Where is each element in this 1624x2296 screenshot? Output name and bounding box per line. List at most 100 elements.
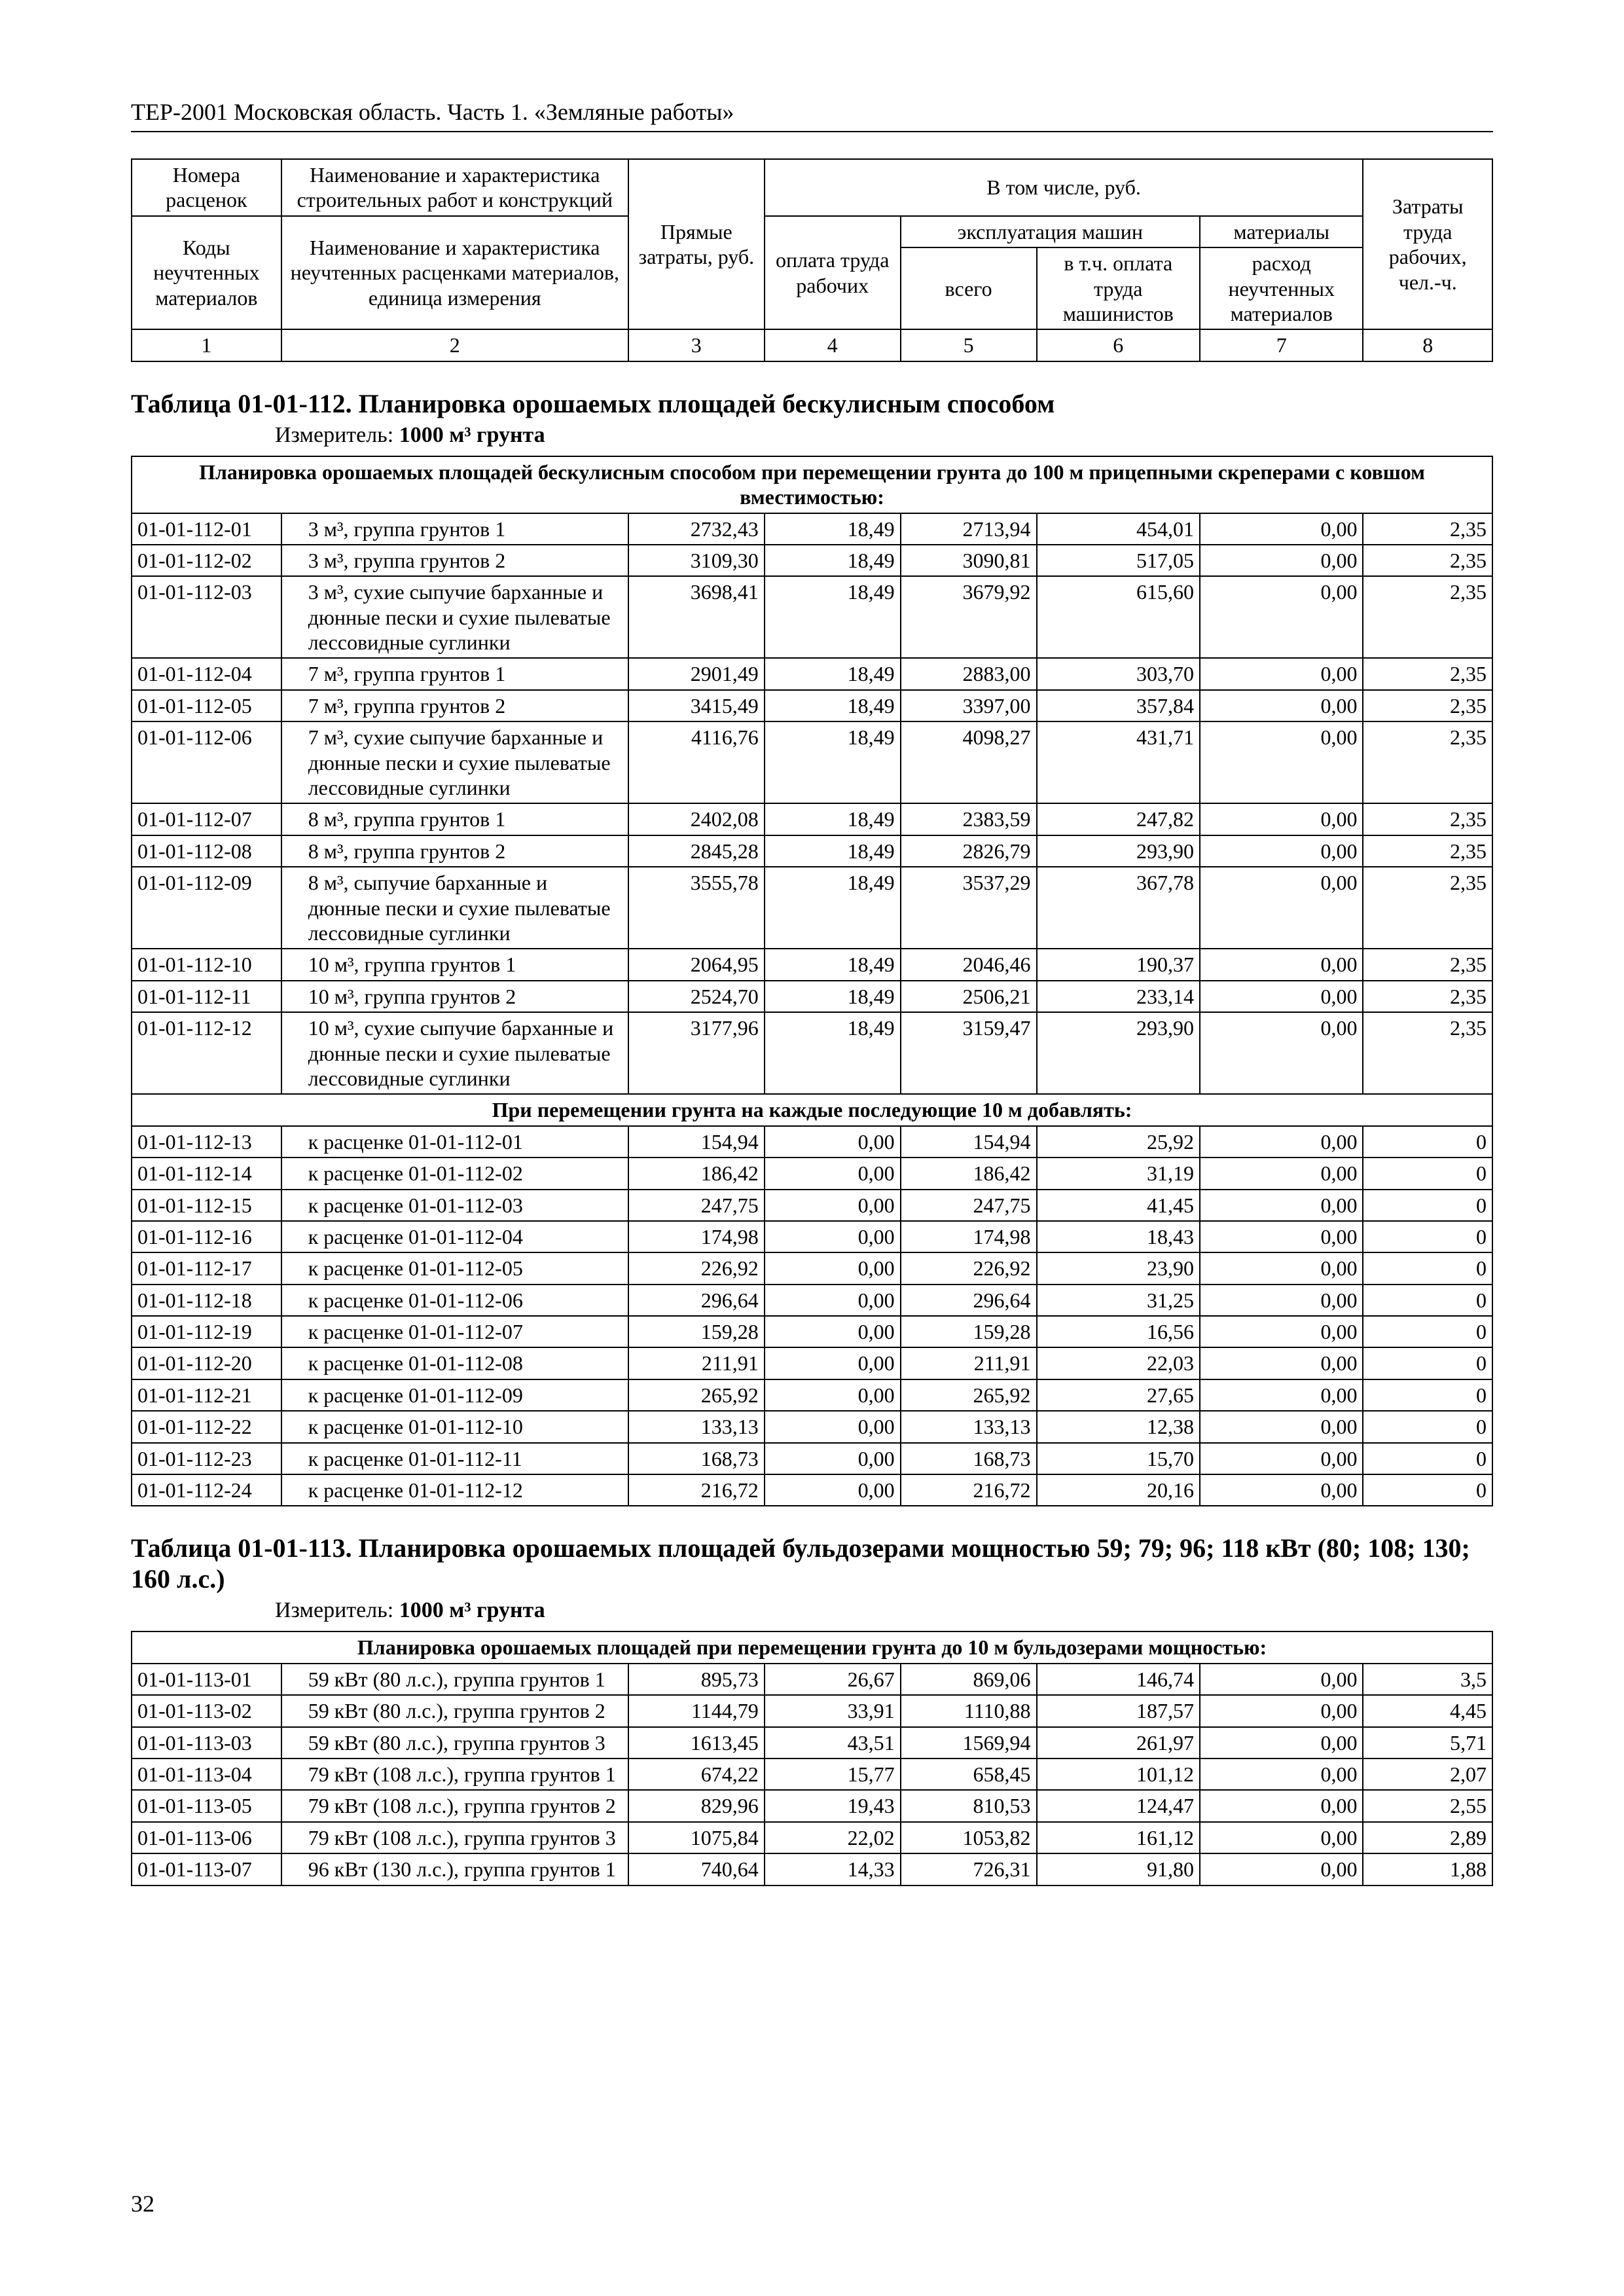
table-row: 01-01-112-16к расценке 01-01-112-04174,9… bbox=[132, 1221, 1492, 1252]
cell-machines-operator: 357,84 bbox=[1037, 690, 1200, 721]
cell-labor-hours: 2,35 bbox=[1363, 545, 1492, 576]
table-row: 01-01-112-088 м³, группа грунтов 22845,2… bbox=[132, 835, 1492, 867]
cell-code: 01-01-112-11 bbox=[132, 981, 281, 1012]
table-row: 01-01-112-1210 м³, сухие сыпучие барханн… bbox=[132, 1012, 1492, 1094]
table-row: 01-01-113-0479 кВт (108 л.с.), группа гр… bbox=[132, 1758, 1492, 1790]
cell-labor-hours: 0 bbox=[1363, 1443, 1492, 1474]
cell-materials: 0,00 bbox=[1200, 1443, 1363, 1474]
cell-name: 3 м³, группа грунтов 1 bbox=[281, 513, 628, 545]
cell-machines-operator: 146,74 bbox=[1037, 1664, 1200, 1695]
cell-labor-pay: 18,49 bbox=[765, 867, 901, 949]
cell-machines-operator: 12,38 bbox=[1037, 1411, 1200, 1442]
cell-name: 96 кВт (130 л.с.), группа грунтов 1 bbox=[281, 1853, 628, 1885]
cell-materials: 0,00 bbox=[1200, 1012, 1363, 1094]
cell-labor-pay: 26,67 bbox=[765, 1664, 901, 1695]
cell-name: к расценке 01-01-112-06 bbox=[281, 1285, 628, 1316]
hdr-col1-bot: Коды неучтенных материалов bbox=[132, 216, 281, 330]
cell-code: 01-01-112-17 bbox=[132, 1252, 281, 1284]
cell-materials: 0,00 bbox=[1200, 1790, 1363, 1821]
cell-direct-cost: 674,22 bbox=[628, 1758, 765, 1790]
cell-machines-operator: 161,12 bbox=[1037, 1822, 1200, 1853]
colnum: 4 bbox=[765, 329, 901, 361]
cell-machines-total: 247,75 bbox=[901, 1190, 1037, 1221]
cell-direct-cost: 216,72 bbox=[628, 1474, 765, 1506]
cell-code: 01-01-112-15 bbox=[132, 1190, 281, 1221]
cell-machines-operator: 293,90 bbox=[1037, 1012, 1200, 1094]
cell-code: 01-01-112-23 bbox=[132, 1443, 281, 1474]
cell-name: 8 м³, группа грунтов 2 bbox=[281, 835, 628, 867]
cell-direct-cost: 3555,78 bbox=[628, 867, 765, 949]
column-number-row: 1 2 3 4 5 6 7 8 bbox=[132, 329, 1492, 361]
table-row: 01-01-112-023 м³, группа грунтов 23109,3… bbox=[132, 545, 1492, 576]
table-row: 01-01-112-21к расценке 01-01-112-09265,9… bbox=[132, 1379, 1492, 1411]
section-measure: Измеритель: 1000 м³ грунта bbox=[131, 423, 1493, 448]
section-measure: Измеритель: 1000 м³ грунта bbox=[131, 1598, 1493, 1623]
cell-machines-total: 810,53 bbox=[901, 1790, 1037, 1821]
data-table: Планировка орошаемых площадей при переме… bbox=[131, 1631, 1493, 1886]
cell-machines-total: 154,94 bbox=[901, 1126, 1037, 1157]
cell-machines-total: 133,13 bbox=[901, 1411, 1037, 1442]
cell-code: 01-01-112-01 bbox=[132, 513, 281, 545]
cell-code: 01-01-113-01 bbox=[132, 1664, 281, 1695]
cell-materials: 0,00 bbox=[1200, 576, 1363, 658]
cell-machines-operator: 367,78 bbox=[1037, 867, 1200, 949]
cell-labor-hours: 2,35 bbox=[1363, 690, 1492, 721]
cell-name: к расценке 01-01-112-10 bbox=[281, 1411, 628, 1442]
cell-materials: 0,00 bbox=[1200, 1411, 1363, 1442]
colnum: 2 bbox=[281, 329, 628, 361]
cell-machines-total: 3159,47 bbox=[901, 1012, 1037, 1094]
cell-name: 59 кВт (80 л.с.), группа грунтов 2 bbox=[281, 1695, 628, 1726]
cell-machines-operator: 303,70 bbox=[1037, 658, 1200, 689]
cell-direct-cost: 296,64 bbox=[628, 1285, 765, 1316]
cell-code: 01-01-113-06 bbox=[132, 1822, 281, 1853]
cell-code: 01-01-112-09 bbox=[132, 867, 281, 949]
cell-labor-hours: 2,35 bbox=[1363, 1012, 1492, 1094]
cell-labor-pay: 18,49 bbox=[765, 513, 901, 545]
cell-labor-hours: 2,55 bbox=[1363, 1790, 1492, 1821]
cell-name: к расценке 01-01-112-11 bbox=[281, 1443, 628, 1474]
cell-materials: 0,00 bbox=[1200, 1190, 1363, 1221]
hdr-col7: расход неучтенных материалов bbox=[1200, 247, 1363, 329]
cell-labor-pay: 0,00 bbox=[765, 1252, 901, 1284]
cell-name: к расценке 01-01-112-07 bbox=[281, 1316, 628, 1347]
cell-name: к расценке 01-01-112-04 bbox=[281, 1221, 628, 1252]
cell-labor-pay: 0,00 bbox=[765, 1157, 901, 1189]
cell-direct-cost: 186,42 bbox=[628, 1157, 765, 1189]
cell-direct-cost: 2402,08 bbox=[628, 803, 765, 835]
cell-machines-operator: 454,01 bbox=[1037, 513, 1200, 545]
table-row: 01-01-112-19к расценке 01-01-112-07159,2… bbox=[132, 1316, 1492, 1347]
cell-machines-operator: 15,70 bbox=[1037, 1443, 1200, 1474]
cell-labor-hours: 0 bbox=[1363, 1347, 1492, 1379]
cell-direct-cost: 2901,49 bbox=[628, 658, 765, 689]
cell-labor-hours: 2,35 bbox=[1363, 835, 1492, 867]
cell-labor-pay: 18,49 bbox=[765, 1012, 901, 1094]
cell-code: 01-01-112-14 bbox=[132, 1157, 281, 1189]
cell-machines-total: 226,92 bbox=[901, 1252, 1037, 1284]
cell-name: 7 м³, группа грунтов 2 bbox=[281, 690, 628, 721]
cell-materials: 0,00 bbox=[1200, 803, 1363, 835]
cell-machines-operator: 517,05 bbox=[1037, 545, 1200, 576]
cell-machines-operator: 25,92 bbox=[1037, 1126, 1200, 1157]
cell-code: 01-01-112-10 bbox=[132, 949, 281, 980]
cell-direct-cost: 226,92 bbox=[628, 1252, 765, 1284]
hdr-col6: в т.ч. оплата труда машинистов bbox=[1037, 247, 1200, 329]
cell-machines-total: 2883,00 bbox=[901, 658, 1037, 689]
cell-direct-cost: 3177,96 bbox=[628, 1012, 765, 1094]
cell-materials: 0,00 bbox=[1200, 1285, 1363, 1316]
cell-labor-pay: 0,00 bbox=[765, 1126, 901, 1157]
group-caption-row: При перемещении грунта на каждые последу… bbox=[132, 1094, 1492, 1125]
cell-machines-operator: 124,47 bbox=[1037, 1790, 1200, 1821]
cell-materials: 0,00 bbox=[1200, 1727, 1363, 1758]
cell-materials: 0,00 bbox=[1200, 1822, 1363, 1853]
hdr-mach: эксплуатация машин bbox=[901, 216, 1200, 247]
hdr-col4: оплата труда рабочих bbox=[765, 216, 901, 330]
cell-code: 01-01-112-21 bbox=[132, 1379, 281, 1411]
cell-machines-total: 2506,21 bbox=[901, 981, 1037, 1012]
cell-materials: 0,00 bbox=[1200, 513, 1363, 545]
cell-labor-pay: 0,00 bbox=[765, 1474, 901, 1506]
cell-labor-pay: 33,91 bbox=[765, 1695, 901, 1726]
cell-labor-pay: 0,00 bbox=[765, 1411, 901, 1442]
cell-machines-total: 1053,82 bbox=[901, 1822, 1037, 1853]
cell-code: 01-01-112-04 bbox=[132, 658, 281, 689]
cell-machines-operator: 293,90 bbox=[1037, 835, 1200, 867]
